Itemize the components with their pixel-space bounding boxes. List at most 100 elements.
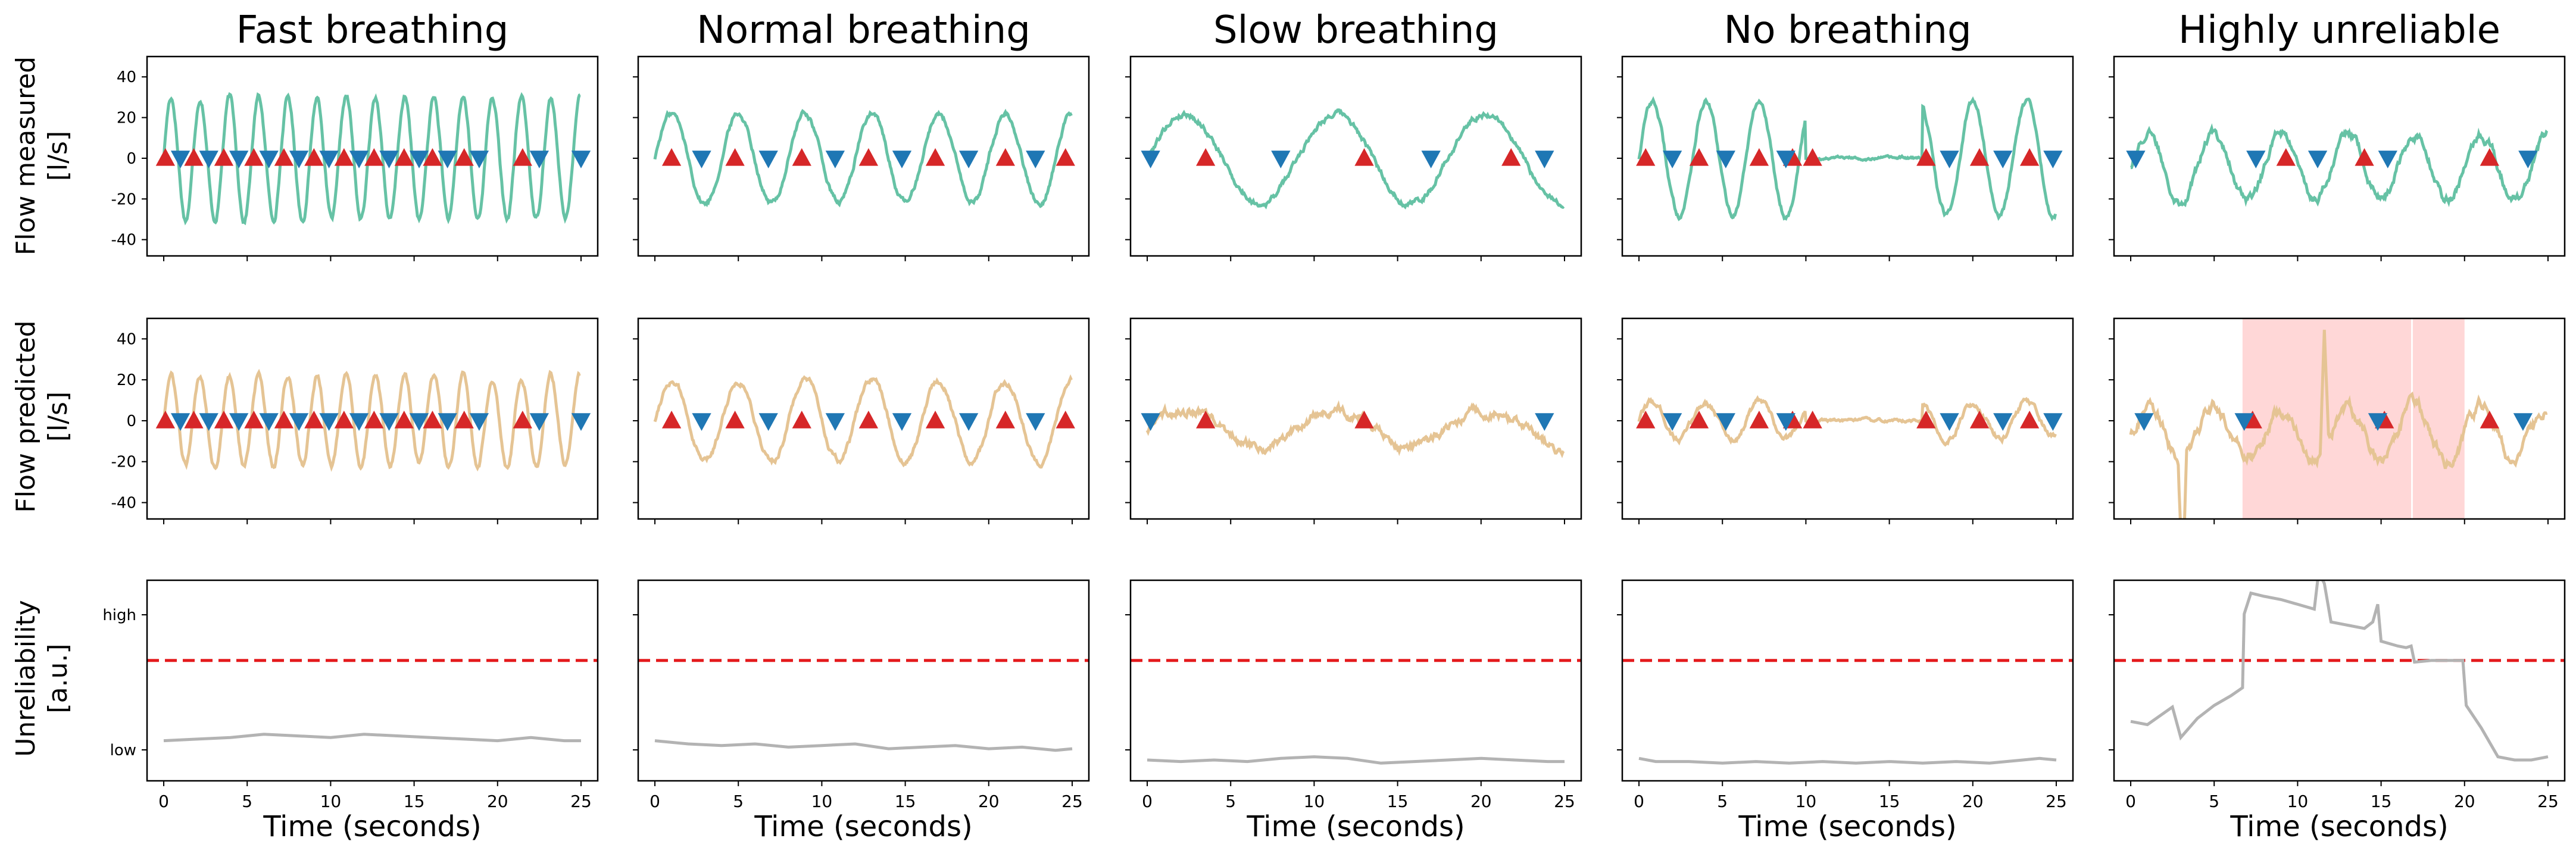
panel-unreliability: 0 5 10 15 20 25 Time (seconds): [1617, 579, 2074, 843]
chart-title: No breathing: [1723, 8, 1971, 52]
x-tick-label: 0: [158, 792, 169, 811]
inhale-marker: [858, 410, 879, 428]
x-tick-label: 15: [1879, 792, 1900, 811]
exhale-marker: [409, 413, 429, 431]
inhale-marker: [155, 410, 175, 428]
x-tick-label: 10: [1796, 792, 1817, 811]
exhale-marker: [229, 413, 249, 431]
x-axis-label: Time (seconds): [754, 810, 972, 843]
chart-column-3: Slow breathing 0 5 10 15 20 25 Time (seconds): [1125, 8, 1582, 843]
inhale-marker: [1689, 148, 1709, 166]
panel-measured: -40 -20 0 20 40: [111, 55, 599, 261]
plot-area: [1622, 659, 2073, 765]
plot-area: [653, 374, 1075, 469]
inhale-marker: [334, 148, 354, 166]
inhale-marker: [1749, 148, 1769, 166]
predicted-flow-line: [2129, 330, 2548, 519]
inhale-marker: [214, 410, 234, 428]
chart-column-2: Normal breathing 0 5 10 15 20 25 Time (seconds): [633, 8, 1090, 843]
x-tick-label: 10: [2287, 792, 2309, 811]
chart-title: Fast breathing: [236, 8, 509, 52]
unreliability-line: [163, 733, 581, 743]
exhale-marker: [1776, 151, 1796, 168]
exhale-marker: [825, 151, 845, 168]
exhale-marker: [438, 413, 457, 431]
inhale-marker: [1969, 410, 1990, 428]
x-tick-label: 15: [895, 792, 916, 811]
inhale-marker: [214, 148, 234, 166]
exhale-marker: [319, 151, 339, 168]
plot-area: [1636, 395, 2063, 447]
unreliability-line: [2130, 580, 2549, 762]
exhale-marker: [2234, 413, 2254, 431]
exhale-marker: [692, 151, 711, 168]
inhale-marker: [1916, 148, 1936, 166]
panel-frame: [637, 55, 1090, 257]
plot-area: [1636, 96, 2063, 222]
x-tick-label: 20: [2454, 792, 2475, 811]
unreliability-line: [654, 739, 1073, 752]
x-tick-label: 0: [1142, 792, 1153, 811]
panel-measured: [1617, 55, 2074, 261]
inhale-marker: [423, 148, 442, 166]
inhale-marker: [244, 148, 264, 166]
inhale-marker: [513, 410, 532, 428]
exhale-marker: [1421, 151, 1441, 168]
exhale-marker: [170, 151, 191, 168]
inhale-marker: [995, 148, 1015, 166]
exhale-marker: [529, 151, 549, 168]
panel-frame: [2113, 55, 2566, 257]
exhale-marker: [289, 413, 309, 431]
exhale-marker: [1716, 413, 1735, 431]
plot-area: [1141, 108, 1565, 209]
unreliability-line: [1638, 756, 2057, 765]
exhale-marker: [2368, 413, 2388, 431]
exhale-marker: [1716, 151, 1735, 168]
panel-unreliability: 0 5 10 15 20 25 Time (seconds): [1125, 579, 1582, 843]
exhale-marker: [758, 151, 778, 168]
exhale-marker: [1535, 151, 1554, 168]
inhale-marker: [1354, 148, 1374, 166]
panel-predicted: [2109, 317, 2566, 524]
unreliable-region: [2412, 318, 2465, 519]
plot-area: [147, 659, 598, 743]
inhale-marker: [1916, 410, 1936, 428]
x-tick-label: 5: [2209, 792, 2219, 811]
row-label-predicted: Flow predicted[l/s]: [11, 320, 73, 512]
inhale-marker: [454, 410, 474, 428]
exhale-marker: [289, 151, 309, 168]
y-tick-label: -20: [111, 453, 136, 471]
exhale-marker: [1940, 151, 1959, 168]
x-axis-label: Time (seconds): [2230, 810, 2448, 843]
predicted-flow-line: [1145, 400, 1565, 458]
y-tick-label: 0: [126, 150, 136, 168]
inhale-marker: [2019, 148, 2040, 166]
inhale-marker: [1056, 410, 1075, 428]
inhale-marker: [1689, 410, 1709, 428]
exhale-marker: [469, 413, 489, 431]
plot-area: [1141, 400, 1565, 458]
plot-area: [1131, 659, 1581, 765]
inhale-marker: [792, 410, 811, 428]
inhale-marker: [274, 410, 294, 428]
exhale-marker: [958, 151, 979, 168]
exhale-marker: [2513, 413, 2533, 431]
x-tick-label: 15: [2371, 792, 2392, 811]
inhale-marker: [2480, 410, 2499, 428]
inhale-marker: [334, 410, 354, 428]
exhale-marker: [349, 151, 369, 168]
panel-frame: [1129, 55, 1582, 257]
exhale-marker: [438, 151, 457, 168]
x-tick-label: 5: [733, 792, 744, 811]
exhale-marker: [1271, 151, 1291, 168]
row-labels: Flow measured[l/s] Flow predicted[l/s] U…: [11, 57, 73, 757]
chart-title: Slow breathing: [1213, 8, 1498, 52]
inhale-marker: [155, 148, 175, 166]
exhale-marker: [1026, 151, 1045, 168]
exhale-marker: [692, 413, 711, 431]
plot-area: [653, 108, 1075, 208]
exhale-marker: [259, 413, 279, 431]
exhale-marker: [319, 413, 339, 431]
panel-frame: [146, 55, 599, 257]
